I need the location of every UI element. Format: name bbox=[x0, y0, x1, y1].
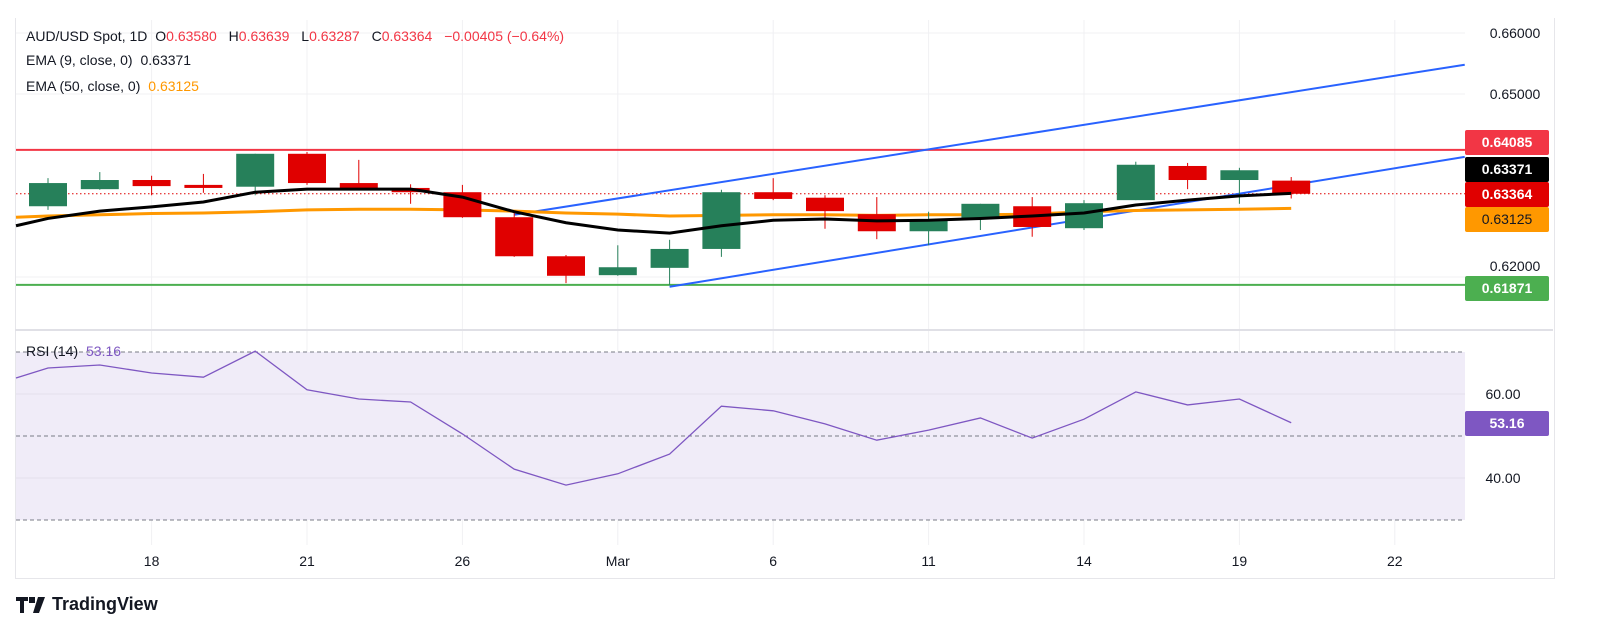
candle-up bbox=[961, 203, 1000, 220]
close-label: C bbox=[371, 28, 382, 44]
candle-down bbox=[288, 153, 326, 184]
x-tick-label: 19 bbox=[1232, 553, 1248, 569]
ema50-price-tag: 0.63125 bbox=[1465, 207, 1549, 232]
channel-upper-line bbox=[514, 63, 1465, 216]
symbol-name: AUD/USD Spot, 1D bbox=[26, 28, 148, 44]
x-tick-label: 21 bbox=[299, 553, 315, 569]
candle-up bbox=[1220, 170, 1259, 181]
price-tick-label: 0.62000 bbox=[1490, 258, 1541, 274]
x-tick-label: Mar bbox=[606, 553, 630, 569]
rsi-tick-label: 60.00 bbox=[1485, 386, 1520, 402]
candle-down bbox=[754, 192, 793, 199]
ema9-value: 0.63371 bbox=[140, 52, 192, 68]
candle-down bbox=[339, 183, 378, 190]
x-tick-label: 11 bbox=[921, 553, 936, 569]
change-value: −0.00405 (−0.64%) bbox=[444, 28, 565, 44]
chart-frame bbox=[15, 18, 1555, 579]
candle-up bbox=[650, 248, 689, 268]
ema9-legend: EMA (9, close, 0) 0.63371 bbox=[26, 52, 195, 68]
ema50-legend: EMA (50, close, 0) 0.63125 bbox=[26, 78, 203, 94]
rsi-line bbox=[15, 350, 1292, 486]
ema9-price-tag: 0.63371 bbox=[1465, 157, 1549, 182]
ema50-value: 0.63125 bbox=[148, 78, 199, 94]
candle-down bbox=[857, 214, 896, 232]
candle-down bbox=[1272, 180, 1311, 194]
candle-down bbox=[806, 197, 844, 212]
candle-up bbox=[909, 219, 948, 232]
last-price-tag: 0.63364 bbox=[1465, 182, 1549, 207]
close-value: 0.63364 bbox=[381, 28, 433, 44]
candle-down bbox=[184, 184, 223, 188]
ema9-label: EMA (9, close, 0) bbox=[26, 52, 133, 68]
candle-up bbox=[80, 180, 119, 190]
rsi-label: RSI (14) bbox=[26, 343, 79, 359]
candle-up bbox=[1065, 203, 1103, 229]
x-tick-label: 14 bbox=[1076, 553, 1092, 569]
symbol-legend: AUD/USD Spot, 1D O0.63580 H0.63639 L0.63… bbox=[26, 28, 568, 44]
x-tick-label: 18 bbox=[144, 553, 160, 569]
ema9-line bbox=[15, 187, 1292, 235]
price-tick-label: 0.66000 bbox=[1490, 25, 1541, 41]
ema50-label: EMA (50, close, 0) bbox=[26, 78, 141, 94]
rsi-value: 53.16 bbox=[86, 343, 122, 359]
x-tick-label: 22 bbox=[1387, 553, 1403, 569]
candle-down bbox=[547, 256, 585, 276]
logo-text: TradingView bbox=[52, 594, 158, 614]
candle-down bbox=[1168, 165, 1207, 181]
candle-down bbox=[495, 217, 534, 257]
high-value: 0.63639 bbox=[238, 28, 290, 44]
price-tick-label: 0.65000 bbox=[1490, 86, 1541, 102]
x-tick-label: 26 bbox=[455, 553, 471, 569]
rsi-value-tag: 53.16 bbox=[1465, 411, 1549, 436]
support-price-tag: 0.61871 bbox=[1465, 276, 1549, 301]
candle-up bbox=[598, 267, 637, 276]
candle-up bbox=[702, 192, 741, 249]
high-label: H bbox=[228, 28, 239, 44]
tradingview-logo[interactable]: TradingView bbox=[16, 594, 158, 615]
rsi-legend: RSI (14) 53.16 bbox=[26, 343, 125, 359]
candle-down bbox=[132, 180, 171, 187]
low-value: 0.63287 bbox=[309, 28, 360, 44]
x-tick-label: 6 bbox=[769, 553, 777, 569]
candle-up bbox=[1116, 164, 1155, 201]
rsi-tick-label: 40.00 bbox=[1485, 470, 1520, 486]
open-label: O bbox=[155, 28, 167, 44]
low-label: L bbox=[301, 28, 310, 44]
tradingview-logo-icon bbox=[16, 596, 45, 613]
candle-up bbox=[29, 183, 67, 207]
resistance-price-tag: 0.64085 bbox=[1465, 130, 1549, 155]
candle-up bbox=[236, 153, 275, 187]
open-value: 0.63580 bbox=[166, 28, 217, 44]
